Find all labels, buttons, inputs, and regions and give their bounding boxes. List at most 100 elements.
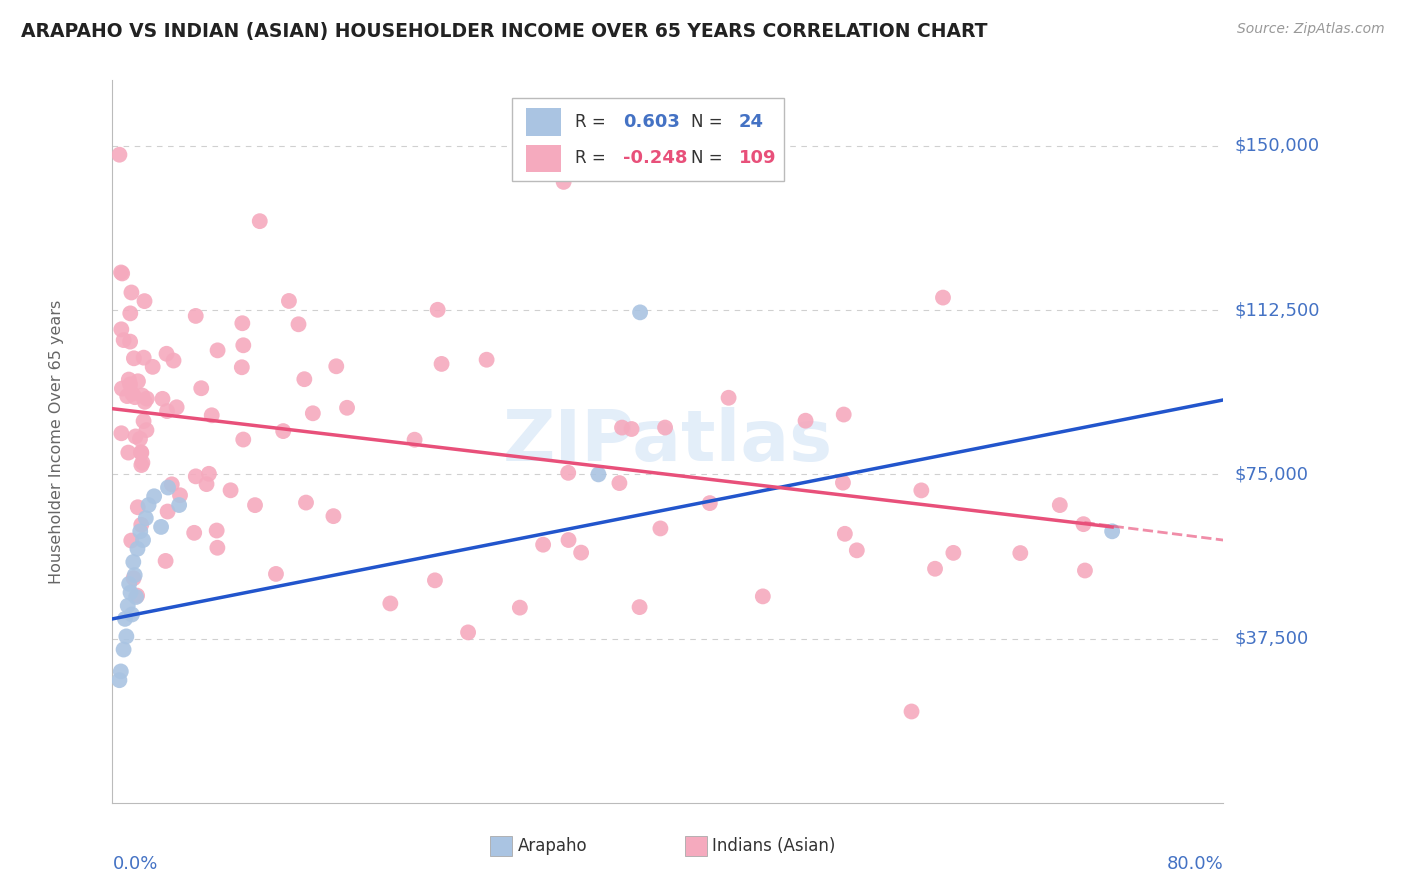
Point bbox=[124, 390, 146, 404]
Point bbox=[150, 520, 173, 534]
Point bbox=[129, 445, 152, 459]
Point bbox=[117, 445, 139, 459]
Point bbox=[302, 406, 325, 420]
Point bbox=[325, 359, 347, 374]
Point bbox=[127, 541, 149, 556]
Point bbox=[620, 422, 643, 436]
Point bbox=[336, 401, 359, 415]
Text: N =: N = bbox=[692, 149, 723, 168]
Point bbox=[121, 386, 143, 401]
Text: 109: 109 bbox=[740, 149, 776, 168]
Point bbox=[115, 389, 138, 403]
Point bbox=[157, 481, 180, 495]
Point bbox=[1049, 498, 1071, 512]
Point bbox=[219, 483, 242, 498]
Text: Source: ZipAtlas.com: Source: ZipAtlas.com bbox=[1237, 22, 1385, 37]
Point bbox=[198, 467, 221, 481]
Point bbox=[108, 673, 131, 688]
Bar bbox=[685, 836, 707, 856]
Point bbox=[131, 458, 153, 472]
Point bbox=[129, 432, 152, 446]
Point bbox=[717, 391, 740, 405]
Point bbox=[628, 600, 651, 615]
Point bbox=[654, 420, 676, 434]
Point bbox=[121, 607, 143, 622]
Point bbox=[184, 309, 207, 323]
Point bbox=[108, 147, 131, 161]
Text: ZIPatlas: ZIPatlas bbox=[503, 407, 832, 476]
Point bbox=[264, 566, 287, 581]
Point bbox=[120, 533, 142, 548]
Bar bbox=[491, 836, 512, 856]
Point bbox=[832, 408, 855, 422]
Point bbox=[557, 466, 579, 480]
Point bbox=[110, 322, 132, 336]
Point bbox=[117, 599, 139, 613]
Text: N =: N = bbox=[692, 113, 723, 131]
Point bbox=[156, 504, 179, 518]
Point bbox=[249, 214, 271, 228]
Point bbox=[131, 456, 153, 470]
Point bbox=[588, 467, 610, 482]
Point bbox=[112, 642, 135, 657]
Point bbox=[131, 388, 153, 402]
Point bbox=[114, 612, 136, 626]
Point bbox=[752, 590, 775, 604]
Point bbox=[292, 372, 315, 386]
Point bbox=[610, 420, 633, 434]
Text: ARAPAHO VS INDIAN (ASIAN) HOUSEHOLDER INCOME OVER 65 YEARS CORRELATION CHART: ARAPAHO VS INDIAN (ASIAN) HOUSEHOLDER IN… bbox=[21, 22, 987, 41]
Point bbox=[111, 267, 134, 281]
Point bbox=[322, 509, 344, 524]
Point bbox=[155, 554, 177, 568]
Point bbox=[924, 562, 946, 576]
Point bbox=[942, 546, 965, 560]
Point bbox=[271, 424, 294, 438]
Point bbox=[426, 302, 449, 317]
Point bbox=[122, 351, 145, 366]
Point bbox=[132, 533, 155, 547]
Point bbox=[120, 585, 142, 599]
Point bbox=[120, 285, 142, 300]
Text: 80.0%: 80.0% bbox=[1167, 855, 1223, 873]
Point bbox=[110, 265, 132, 279]
Point bbox=[557, 533, 579, 547]
Point bbox=[430, 357, 453, 371]
Point bbox=[205, 524, 228, 538]
Point bbox=[207, 343, 229, 358]
Point bbox=[135, 511, 157, 525]
Point bbox=[131, 446, 153, 460]
Point bbox=[932, 291, 955, 305]
Point bbox=[138, 498, 160, 512]
Point bbox=[118, 577, 141, 591]
Point bbox=[112, 333, 135, 347]
Point bbox=[609, 476, 631, 491]
Point bbox=[125, 590, 148, 604]
Point bbox=[1073, 517, 1095, 532]
Text: Arapaho: Arapaho bbox=[517, 838, 588, 855]
Point bbox=[132, 351, 155, 365]
Point bbox=[832, 475, 855, 490]
Text: Householder Income Over 65 years: Householder Income Over 65 years bbox=[49, 300, 65, 583]
Point bbox=[900, 705, 922, 719]
Point bbox=[184, 469, 207, 483]
Text: 0.603: 0.603 bbox=[623, 113, 681, 131]
Point bbox=[404, 433, 426, 447]
Point bbox=[423, 574, 446, 588]
Point bbox=[232, 338, 254, 352]
Point bbox=[380, 597, 402, 611]
Point bbox=[166, 401, 188, 415]
FancyBboxPatch shape bbox=[512, 98, 785, 181]
Point bbox=[231, 360, 253, 375]
Point bbox=[160, 477, 183, 491]
Point bbox=[132, 414, 155, 428]
Text: R =: R = bbox=[575, 149, 606, 168]
Point bbox=[509, 600, 531, 615]
Point bbox=[190, 381, 212, 395]
Point bbox=[127, 589, 149, 603]
Point bbox=[201, 409, 224, 423]
Point bbox=[115, 629, 138, 643]
Point bbox=[232, 433, 254, 447]
Point bbox=[118, 373, 141, 387]
Text: 24: 24 bbox=[740, 113, 763, 131]
Point bbox=[183, 525, 205, 540]
